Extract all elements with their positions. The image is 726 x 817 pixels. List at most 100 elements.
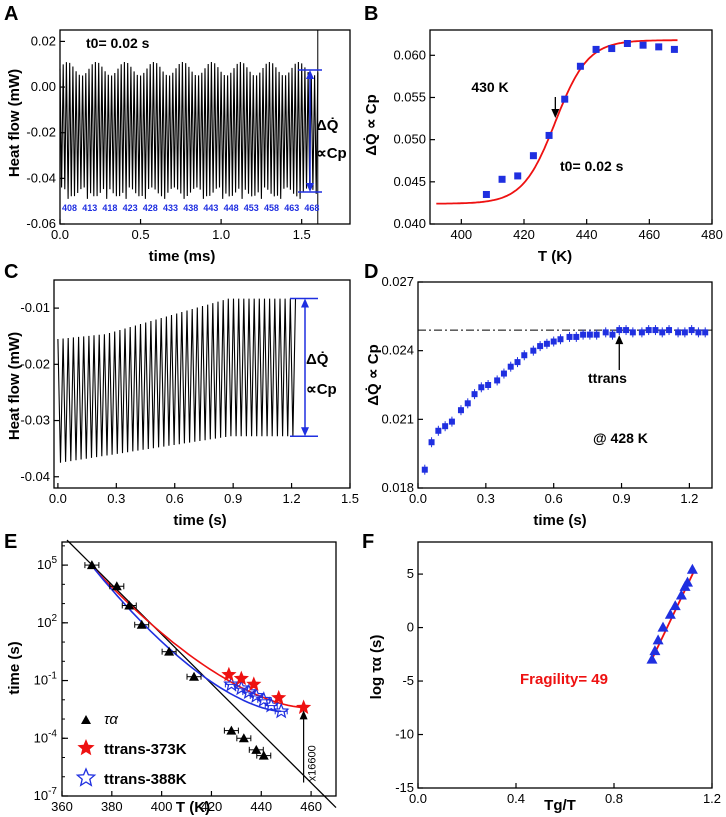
panel-d-point [471, 391, 478, 398]
panel-b-point [655, 43, 663, 51]
panel-d-arrow-head [615, 335, 624, 345]
panel-e-arrow-label: x16600 [307, 745, 319, 781]
panel-e-tau-point [238, 733, 249, 743]
panel-e-xtick-label: 380 [101, 799, 123, 814]
panel-d-xtick-label: 1.2 [680, 491, 698, 506]
panel-c-heat-flow-trace [57, 298, 297, 463]
panel-d-ytick-label: 0.021 [381, 411, 414, 426]
panel-d-point [702, 329, 709, 336]
panel-a-ytick-label: 0.00 [31, 79, 56, 94]
panel-b-point [639, 41, 647, 49]
panel-f-point [669, 600, 681, 611]
panel-f-ytick-label: 5 [407, 566, 414, 581]
panel-e-fit-curve-388K [93, 568, 282, 713]
panel-a-ytick-label: -0.06 [26, 216, 56, 231]
panel-d-point [659, 329, 666, 336]
panel-e-388-point [240, 683, 258, 700]
panel-d-xlabel: time (s) [533, 512, 586, 529]
panel-b-fit-curve [436, 39, 678, 205]
panel-b-ytick-label: 0.055 [393, 89, 426, 104]
panel-c-xtick-label: 0.0 [49, 491, 67, 506]
panel-a-heat-flow-trace [59, 61, 319, 199]
panel-a-bracket-label: ΔQ̇ [316, 117, 339, 134]
panel-e: E x16600 360 380 400 420 440 460 105 102 10-1 10-… [4, 531, 337, 816]
panel-d-point [464, 400, 471, 407]
panel-b-xtick-label: 460 [638, 227, 660, 242]
panel-f: F 0.0 0.4 0.8 1.2 5 0 -5 -10 -15 Fragility= 49 T… [362, 531, 721, 814]
panel-b-xlabel: T (K) [538, 248, 572, 265]
panel-d-point [435, 427, 442, 434]
panel-c-ytick-label: -0.02 [20, 356, 50, 371]
panel-f-ytick-label: -5 [402, 673, 414, 688]
panel-a-segment-temp: 418 [102, 203, 117, 213]
panel-e-ytick-exponent: -7 [48, 786, 57, 797]
panel-c-bracket-arrow-down [301, 427, 309, 437]
panel-e-tau-point [111, 581, 122, 591]
panel-c-ylabel: Heat flow (mW) [6, 332, 23, 440]
panel-b-point [561, 95, 569, 103]
panel-a-segment-temp: 413 [82, 203, 97, 213]
panel-d-point [638, 329, 645, 336]
panel-c-bracket-label-2: ∝Cp [306, 381, 337, 398]
panel-d-point [675, 329, 682, 336]
panel-e-388-point [223, 675, 240, 692]
panel-f-xtick-label: 0.4 [507, 791, 525, 806]
panel-e-xtick-label: 360 [51, 799, 73, 814]
panel-f-xtick-label: 1.2 [703, 791, 721, 806]
panel-c-ytick-label: -0.04 [20, 469, 50, 484]
panel-d-point [421, 466, 428, 473]
panel-e-legend-388-label: ttrans-388K [104, 771, 187, 788]
panel-e-ytick-label: 102 [37, 613, 57, 630]
panel-a-letter: A [4, 3, 18, 25]
panel-d-point [428, 439, 435, 446]
panel-d-point [557, 336, 564, 343]
panel-d-point [448, 418, 455, 425]
panel-d-point [695, 329, 702, 336]
panel-e-373-point [246, 676, 262, 691]
panel-f-point [686, 563, 698, 574]
panel-b-ytick-label: 0.050 [393, 132, 426, 147]
panel-a-segment-temp: 458 [264, 203, 279, 213]
panel-a-segment-temp: 423 [123, 203, 138, 213]
panel-b-letter: B [364, 3, 378, 25]
panel-d-xtick-label: 0.0 [409, 491, 427, 506]
panel-c-ytick-label: -0.01 [20, 300, 50, 315]
panel-b-point [623, 39, 631, 47]
panel-a-ylabel: Heat flow (mW) [6, 69, 23, 177]
panel-f-ylabel: log τα (s) [368, 635, 385, 700]
panel-e-388-point [272, 702, 290, 719]
panel-d-point [457, 407, 464, 414]
panel-d-point [586, 331, 593, 338]
panel-a-ytick-label: -0.02 [26, 125, 56, 140]
panel-d-letter: D [364, 261, 378, 283]
panel-f-point [649, 645, 661, 656]
panel-e-tau-point [86, 560, 97, 570]
panel-e-tau-point [189, 671, 200, 681]
panel-e-ytick-label: 105 [37, 555, 57, 572]
panel-e-tau-point [164, 646, 175, 656]
panel-a-segment-temp: 448 [224, 203, 239, 213]
panel-a-segment-temp: 453 [244, 203, 259, 213]
panel-a-segment-temp: 443 [203, 203, 218, 213]
panel-d-xtick-label: 0.6 [545, 491, 563, 506]
panel-d-point [681, 329, 688, 336]
panel-b-point [498, 175, 506, 183]
panel-c-xtick-label: 0.9 [224, 491, 242, 506]
panel-d-point [500, 370, 507, 377]
panel-d-point [442, 423, 449, 430]
panel-e-legend-373-label: ttrans-373K [104, 741, 187, 758]
panel-b-ylabel: ΔQ̇ ∝ Cp [363, 94, 380, 156]
panel-d-ytick-label: 0.018 [381, 480, 414, 495]
panel-c-xlabel: time (s) [173, 512, 226, 529]
panel-f-ytick-label: -15 [395, 780, 414, 795]
panel-e-ytick-exponent: 5 [51, 555, 57, 566]
panel-f-ytick-label: -10 [395, 727, 414, 742]
panel-d-point [666, 327, 673, 334]
panel-f-xtick-label: 0.8 [605, 791, 623, 806]
panel-e-letter: E [4, 531, 17, 553]
panel-f-point [675, 589, 687, 600]
panel-b-point [592, 45, 600, 53]
panel-f-letter: F [362, 531, 374, 553]
panel-a-bracket-arrow-down [306, 183, 314, 193]
